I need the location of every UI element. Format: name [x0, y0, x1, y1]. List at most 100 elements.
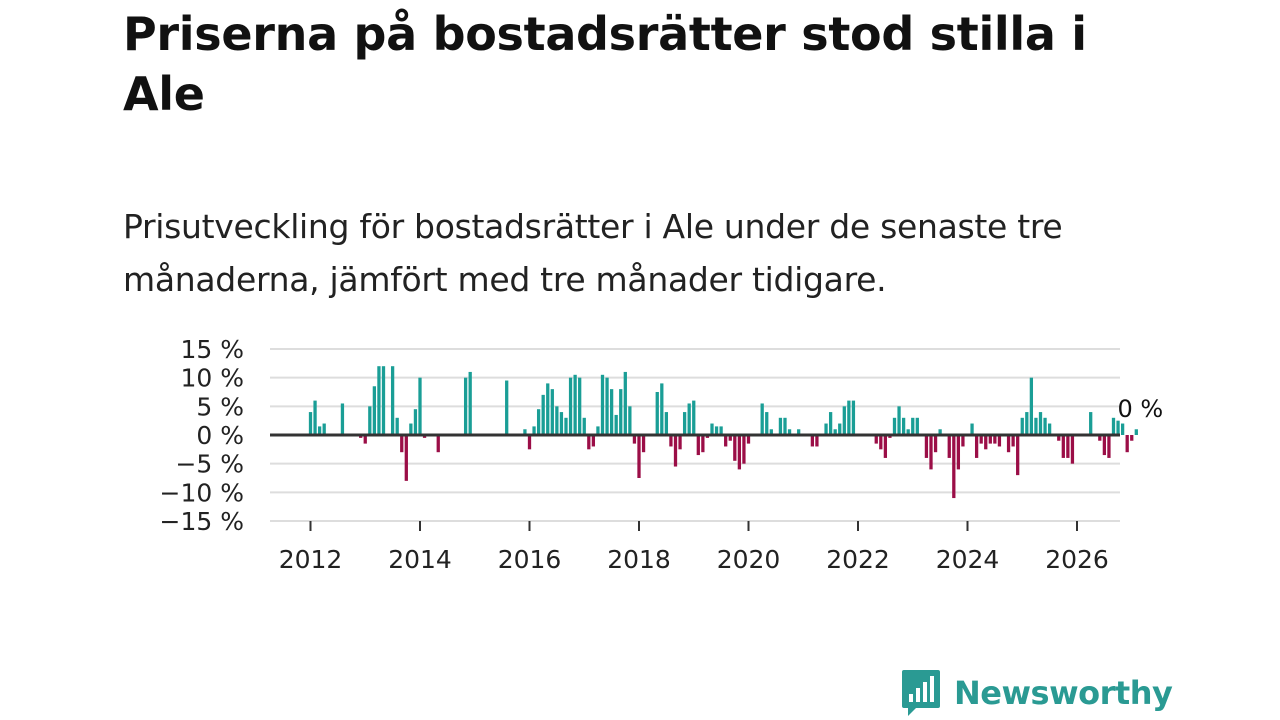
- bar: [555, 406, 559, 435]
- y-tick-label: 5 %: [196, 392, 244, 421]
- bar: [1020, 417, 1024, 435]
- bar: [1107, 435, 1111, 458]
- y-tick-label: 10 %: [180, 364, 244, 393]
- bar: [778, 417, 783, 435]
- bar: [317, 426, 322, 435]
- bar: [313, 400, 317, 435]
- bar: [1057, 435, 1061, 441]
- bar: [418, 377, 422, 435]
- bar: [810, 435, 815, 447]
- bar: [929, 435, 933, 470]
- bar: [1102, 435, 1107, 456]
- bar: [550, 389, 554, 435]
- bar: [682, 412, 687, 435]
- bar: [1047, 423, 1052, 435]
- bar: [400, 435, 404, 453]
- bar: [1116, 420, 1120, 435]
- newsworthy-logo-icon: [902, 670, 940, 716]
- y-tick-label: −15 %: [160, 507, 244, 536]
- bar: [815, 435, 819, 447]
- bar: [587, 435, 591, 450]
- bar: [1134, 429, 1138, 435]
- x-tick-label: 2026: [1045, 545, 1109, 574]
- bar: [1089, 412, 1093, 435]
- bar: [505, 380, 509, 435]
- bar: [573, 374, 577, 435]
- y-tick-label: 15 %: [180, 335, 244, 364]
- bar: [390, 366, 395, 435]
- x-tick-label: 2018: [607, 545, 671, 574]
- bar: [363, 435, 367, 444]
- chart-subtitle: Prisutveckling för bostadsrätter i Ale u…: [123, 207, 1063, 299]
- bar: [956, 435, 961, 470]
- x-tick-label: 2022: [826, 545, 890, 574]
- bar: [546, 383, 550, 435]
- bar: [701, 435, 705, 453]
- bar: [1043, 417, 1047, 435]
- bar: [377, 366, 381, 435]
- bar: [568, 377, 573, 435]
- bar: [692, 400, 696, 435]
- bar: [1061, 435, 1065, 458]
- bar: [600, 374, 605, 435]
- bar: [1066, 435, 1070, 458]
- bar: [883, 435, 888, 458]
- bar: [746, 435, 751, 444]
- bar: [605, 377, 609, 435]
- bar: [1016, 435, 1020, 476]
- bar: [395, 417, 399, 435]
- bar: [368, 406, 372, 435]
- bar: [1029, 377, 1034, 435]
- bar: [523, 429, 527, 435]
- bar: [984, 435, 988, 450]
- bar: [714, 426, 719, 435]
- bar: [468, 371, 472, 435]
- bar: [1038, 412, 1043, 435]
- x-tick-label: 2012: [279, 545, 343, 574]
- bar: [381, 366, 386, 435]
- bar: [641, 435, 646, 453]
- bar: [938, 429, 942, 435]
- bar: [623, 371, 627, 435]
- bar: [404, 435, 408, 481]
- bar: [961, 435, 965, 447]
- bar: [527, 435, 532, 450]
- last-value-label: 0 %: [1117, 395, 1163, 423]
- x-tick-label: 2014: [388, 545, 452, 574]
- bar: [532, 426, 536, 435]
- bar: [687, 403, 691, 435]
- bar: [372, 386, 377, 435]
- bar: [1006, 435, 1011, 453]
- bar: [783, 417, 787, 435]
- bar: [322, 423, 326, 435]
- bar: [536, 409, 541, 435]
- bar: [637, 435, 641, 478]
- bar: [660, 383, 664, 435]
- bar: [308, 412, 313, 435]
- bar: [737, 435, 742, 470]
- bar: [1025, 412, 1029, 435]
- bar: [578, 377, 582, 435]
- bar: [596, 426, 600, 435]
- bar: [911, 417, 915, 435]
- bar: [1034, 417, 1038, 435]
- bar: [564, 417, 568, 435]
- bar: [591, 435, 596, 447]
- bar: [436, 435, 440, 453]
- bar: [947, 435, 951, 458]
- bar: [979, 435, 983, 444]
- bar: [797, 429, 801, 435]
- bar: [915, 417, 919, 435]
- bar: [559, 412, 564, 435]
- bar: [582, 417, 586, 435]
- bar: [664, 412, 669, 435]
- bar: [719, 426, 723, 435]
- bar: [906, 429, 910, 435]
- bar: [970, 423, 974, 435]
- bar: [765, 412, 769, 435]
- bar: [673, 435, 678, 467]
- bar: [760, 403, 764, 435]
- bar: [413, 409, 418, 435]
- bar: [993, 435, 997, 444]
- bar: [933, 435, 938, 453]
